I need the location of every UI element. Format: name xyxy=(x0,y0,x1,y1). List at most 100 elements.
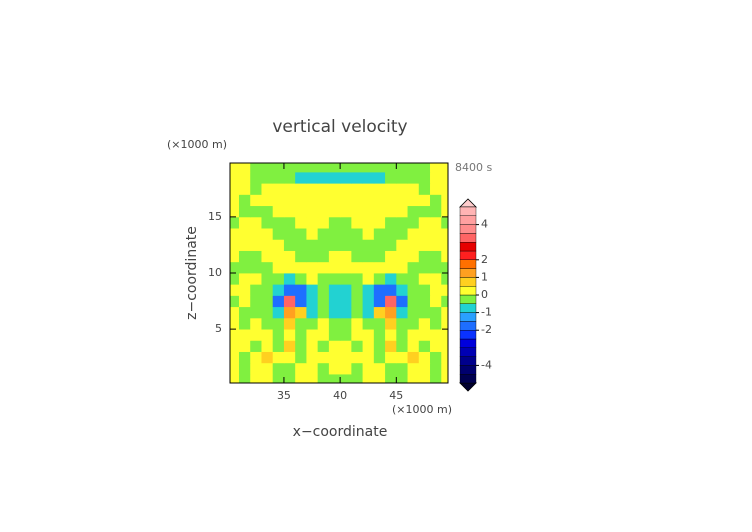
cell xyxy=(418,362,431,375)
cell xyxy=(441,329,448,341)
cell xyxy=(230,163,240,173)
cell xyxy=(362,194,375,207)
cell xyxy=(283,374,296,383)
cell xyxy=(373,171,386,184)
colorbar-band xyxy=(459,294,477,305)
cell xyxy=(418,273,431,285)
cell xyxy=(328,295,341,308)
cell xyxy=(373,228,386,240)
cell xyxy=(396,295,408,308)
cell xyxy=(306,205,319,218)
cell xyxy=(238,351,251,364)
cell xyxy=(250,194,262,207)
cell xyxy=(373,163,386,173)
cell xyxy=(261,239,274,251)
colorbar-band xyxy=(459,338,477,349)
cell xyxy=(317,374,330,383)
cell xyxy=(272,205,285,218)
cell xyxy=(238,205,251,218)
cell xyxy=(396,250,408,263)
cell xyxy=(238,273,251,285)
colorbar-tick-label: -4 xyxy=(481,358,492,371)
cell xyxy=(340,216,352,229)
cell xyxy=(306,183,319,195)
cell xyxy=(385,216,397,229)
cell xyxy=(328,351,341,364)
cell xyxy=(306,228,319,240)
cell xyxy=(362,239,375,251)
cell xyxy=(295,295,307,308)
cell xyxy=(441,295,448,308)
colorbar-band xyxy=(459,250,477,261)
cell xyxy=(230,239,240,251)
cell xyxy=(272,261,285,274)
cell xyxy=(283,228,296,240)
cell xyxy=(283,273,296,285)
cell xyxy=(295,317,307,330)
cell xyxy=(283,171,296,184)
cell xyxy=(283,284,296,296)
cell xyxy=(283,317,296,330)
cell xyxy=(430,239,442,251)
cell xyxy=(250,351,262,364)
cell xyxy=(230,228,240,240)
cell xyxy=(328,273,341,285)
cell xyxy=(430,194,442,207)
cell xyxy=(407,340,420,352)
cell xyxy=(283,329,296,341)
cell xyxy=(362,183,375,195)
cell xyxy=(250,171,262,184)
cell xyxy=(362,216,375,229)
colorbar-tick-label: 1 xyxy=(481,270,488,283)
cell xyxy=(340,273,352,285)
colorbar-band xyxy=(459,241,477,252)
cell xyxy=(362,250,375,263)
cell xyxy=(272,171,285,184)
cell xyxy=(351,250,363,263)
cell xyxy=(328,340,341,352)
cell xyxy=(407,306,420,319)
cell xyxy=(373,239,386,251)
cell xyxy=(351,194,363,207)
cell xyxy=(295,163,307,173)
cell xyxy=(441,284,448,296)
cell xyxy=(373,295,386,308)
cell xyxy=(362,205,375,218)
cell xyxy=(340,261,352,274)
x-unit: (×1000 m) xyxy=(392,403,452,416)
cell xyxy=(238,284,251,296)
cell xyxy=(272,239,285,251)
cell xyxy=(328,329,341,341)
cell xyxy=(407,273,420,285)
cell xyxy=(230,205,240,218)
cell xyxy=(418,250,431,263)
cell xyxy=(441,351,448,364)
cell xyxy=(362,228,375,240)
colorbar-band xyxy=(459,286,477,296)
cell xyxy=(283,250,296,263)
cell xyxy=(340,250,352,263)
cell xyxy=(283,239,296,251)
cell xyxy=(418,216,431,229)
cell xyxy=(317,317,330,330)
cell xyxy=(373,329,386,341)
cell xyxy=(418,228,431,240)
colorbar-band xyxy=(459,321,477,331)
cell xyxy=(250,261,262,274)
cell xyxy=(407,250,420,263)
cell xyxy=(340,317,352,330)
cell xyxy=(250,239,262,251)
cell xyxy=(407,329,420,341)
cell xyxy=(261,205,274,218)
cell xyxy=(328,205,341,218)
x-axis-label: x−coordinate xyxy=(293,424,388,440)
y-tick-label: 10 xyxy=(208,266,222,279)
colorbar-band xyxy=(459,277,477,287)
cell xyxy=(272,374,285,383)
cell xyxy=(362,374,375,383)
cell xyxy=(317,340,330,352)
cell xyxy=(373,261,386,274)
cell xyxy=(283,295,296,308)
cell xyxy=(385,374,397,383)
cell xyxy=(283,205,296,218)
